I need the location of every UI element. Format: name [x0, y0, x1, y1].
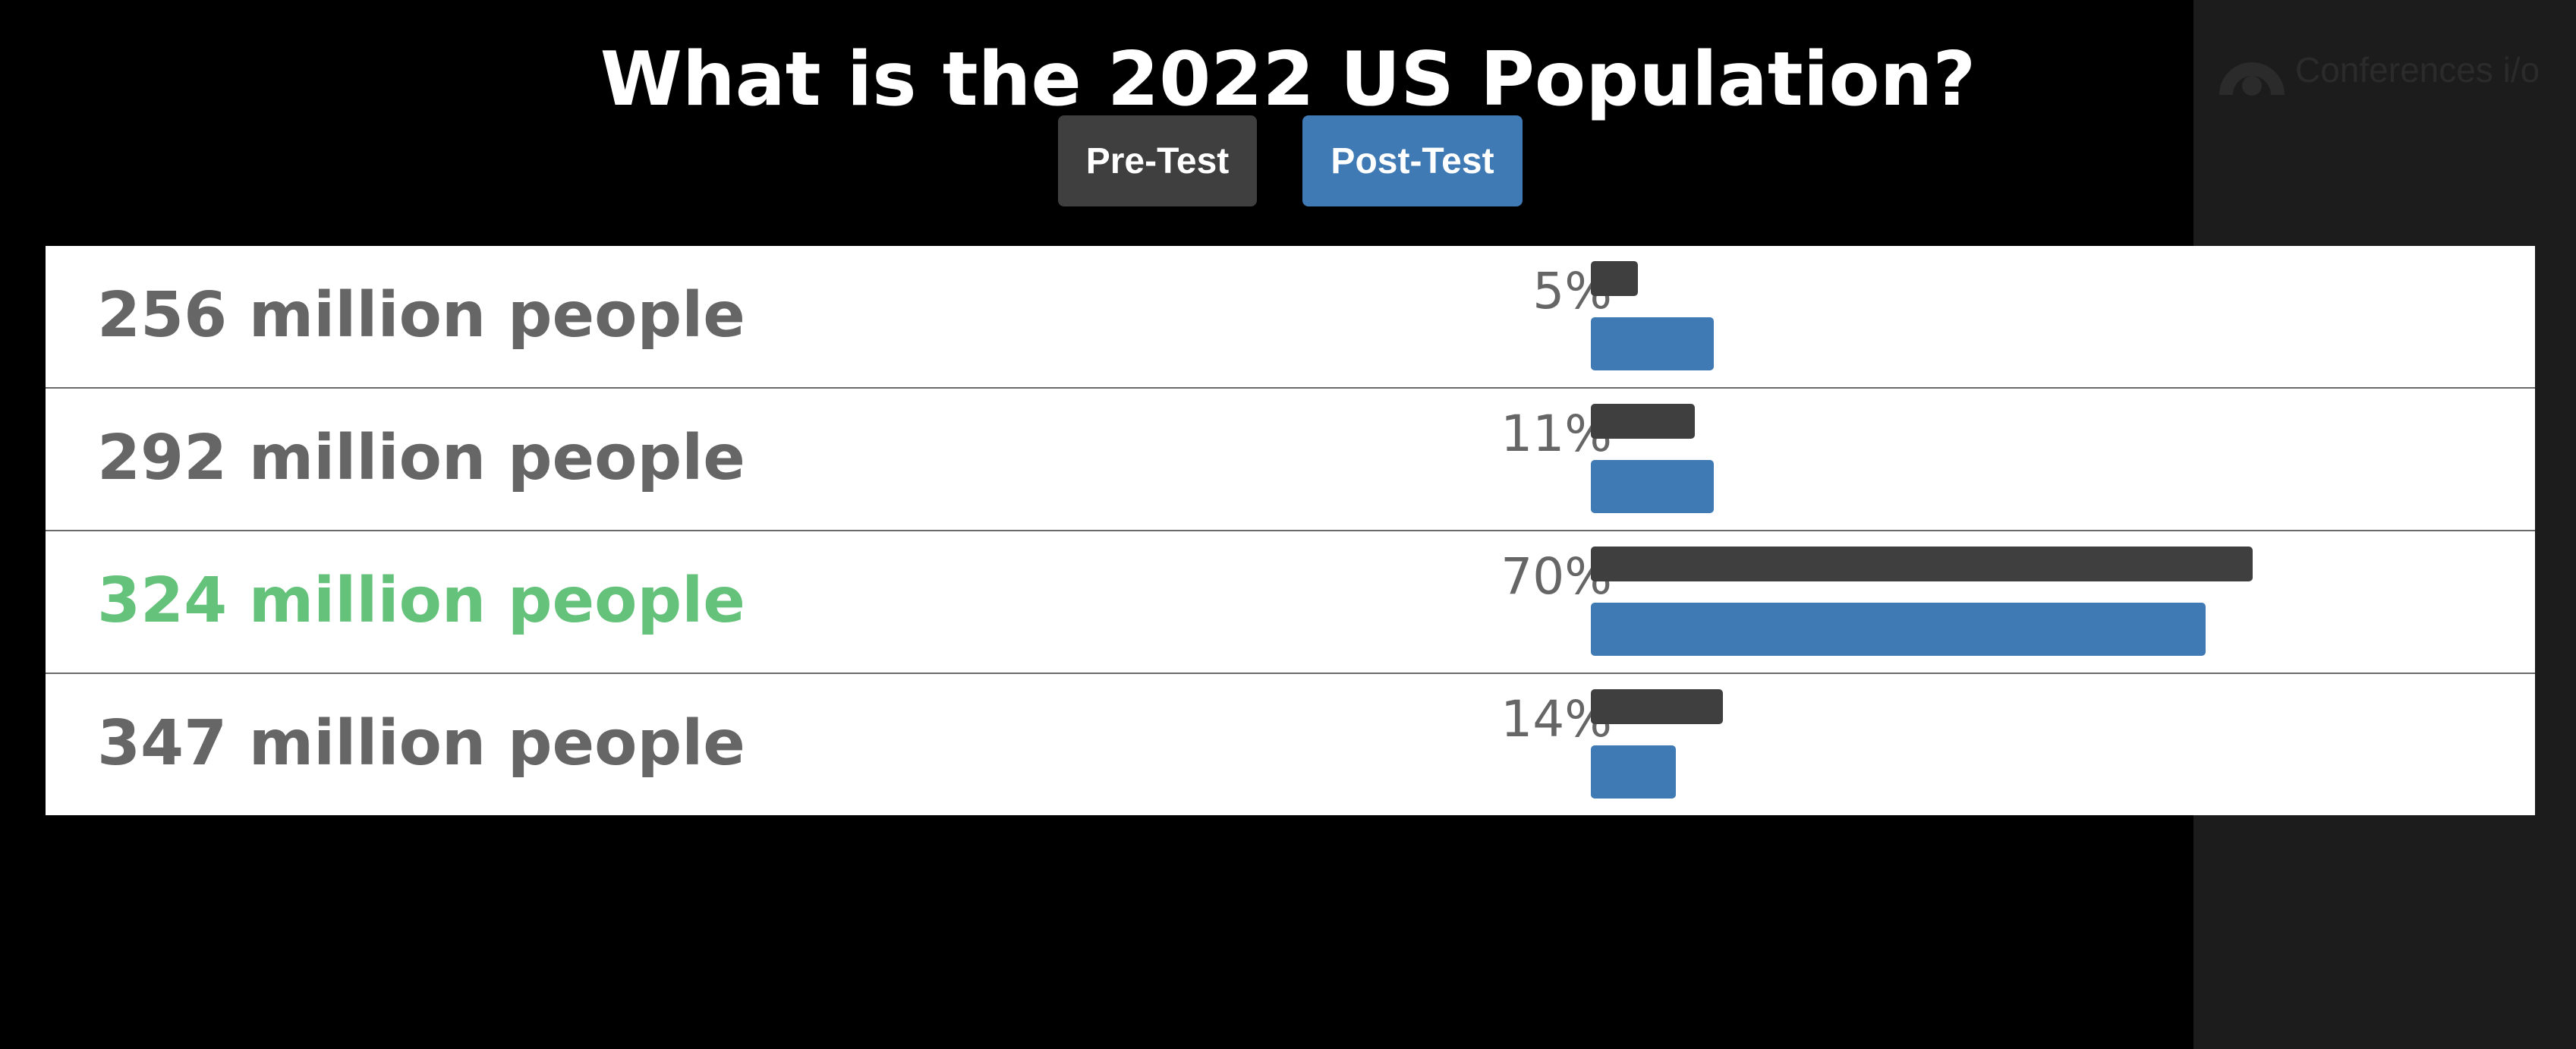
pre-test-bar: [1591, 261, 1638, 296]
post-test-bar: [1591, 460, 1714, 513]
results-chart: 256 million people 5% 292 million people…: [46, 246, 2535, 815]
post-test-bar: [1591, 317, 1714, 370]
post-test-toggle-button[interactable]: Post-Test: [1302, 115, 1523, 206]
row-divider: [46, 673, 2535, 674]
post-test-bar: [1591, 603, 2206, 656]
correct-answer-label: 324 million people: [97, 565, 745, 637]
pre-test-toggle-button[interactable]: Pre-Test: [1058, 115, 1257, 206]
brand: Conferences i/o: [2215, 39, 2540, 100]
brand-name: Conferences i/o: [2295, 50, 2540, 90]
pre-test-bar: [1591, 689, 1723, 724]
answer-label: 292 million people: [97, 422, 745, 494]
post-test-bar: [1591, 745, 1676, 799]
answer-label: 347 million people: [97, 707, 745, 780]
conferences-io-logo-icon: [2219, 62, 2285, 96]
pre-test-bar: [1591, 404, 1695, 439]
row-divider: [46, 387, 2535, 389]
question-title: What is the 2022 US Population?: [600, 36, 1976, 123]
row-divider: [46, 530, 2535, 531]
pre-test-bar: [1591, 547, 2253, 581]
answer-row: 256 million people 5%: [46, 246, 2535, 387]
answer-row-correct: 324 million people 70%: [46, 531, 2535, 673]
answer-label: 256 million people: [97, 279, 745, 351]
answer-row: 347 million people 14%: [46, 674, 2535, 815]
answer-row: 292 million people 11%: [46, 389, 2535, 530]
